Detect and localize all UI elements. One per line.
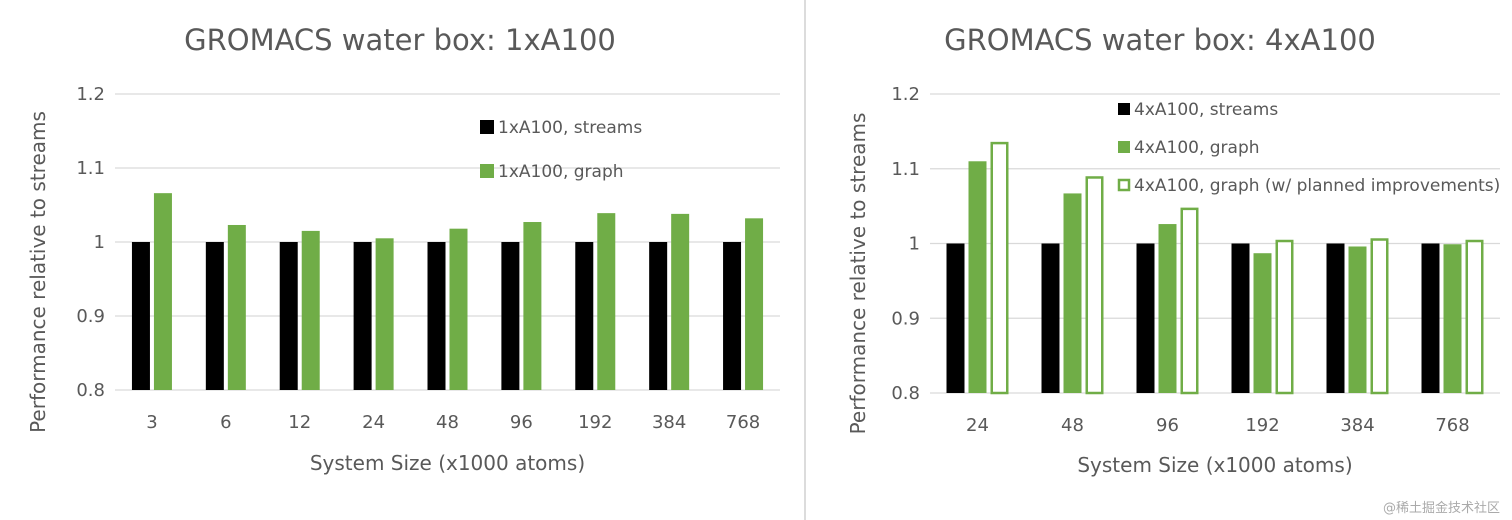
y-tick-label: 1.1 <box>891 159 920 180</box>
legend-label: 1xA100, streams <box>498 118 642 138</box>
x-tick-label: 384 <box>1340 415 1374 436</box>
x-axis-label: System Size (x1000 atoms) <box>1077 453 1352 477</box>
x-axis-label: System Size (x1000 atoms) <box>310 451 585 475</box>
x-tick-label: 48 <box>436 412 459 433</box>
y-axis-label: Performance relative to streams <box>26 111 50 433</box>
bar-1xa100-graph <box>523 222 542 390</box>
x-tick-label: 768 <box>726 412 760 433</box>
y-tick-label: 1 <box>909 234 920 255</box>
y-tick-label: 1.2 <box>76 84 105 105</box>
x-tick-label: 384 <box>652 412 686 433</box>
bar-1xa100-streams <box>649 242 668 390</box>
legend-swatch <box>1118 141 1130 153</box>
chart-title: GROMACS water box: 1xA100 <box>184 23 616 57</box>
legend-label: 4xA100, streams <box>1134 100 1278 120</box>
bar-1xa100-streams <box>353 242 372 390</box>
bar-1xa100-graph <box>227 224 246 390</box>
bar-1xa100-streams <box>205 242 224 390</box>
bar-1xa100-graph <box>745 218 764 390</box>
legend-swatch <box>1118 103 1130 115</box>
x-tick-label: 3 <box>146 412 157 433</box>
bar-4xa100-graph-w-planned-improvements- <box>1085 176 1104 395</box>
bar-1xa100-streams <box>279 242 298 390</box>
bar-1xa100-streams <box>501 242 520 390</box>
bar-4xa100-graph-w-planned-improvements- <box>1275 239 1294 395</box>
x-tick-label: 6 <box>220 412 231 433</box>
bar-1xa100-graph <box>449 228 468 390</box>
bar-4xa100-graph-w-planned-improvements- <box>1465 239 1484 395</box>
bar-4xa100-streams <box>1041 243 1060 393</box>
bar-1xa100-graph <box>597 213 616 390</box>
bar-1xa100-streams <box>575 242 594 390</box>
bar-4xa100-graph-w-planned-improvements- <box>990 141 1009 395</box>
y-tick-label: 1.2 <box>891 84 920 105</box>
x-tick-label: 12 <box>288 412 311 433</box>
legend-label: 4xA100, graph (w/ planned improvements) <box>1134 176 1500 196</box>
x-tick-label: 48 <box>1061 415 1084 436</box>
x-tick-label: 192 <box>1245 415 1279 436</box>
bar-4xa100-graph-w-planned-improvements- <box>1370 238 1389 395</box>
bar-4xa100-graph <box>1063 193 1082 393</box>
y-tick-label: 1 <box>94 232 105 253</box>
legend-swatch <box>1117 178 1131 192</box>
y-tick-label: 0.9 <box>891 308 920 329</box>
bar-1xa100-graph <box>375 238 394 390</box>
bar-4xa100-streams <box>946 243 965 393</box>
x-tick-label: 24 <box>362 412 385 433</box>
bar-1xa100-streams <box>723 242 742 390</box>
bar-4xa100-graph <box>1253 253 1272 393</box>
bar-1xa100-streams <box>131 242 150 390</box>
legend-label: 4xA100, graph <box>1134 138 1260 158</box>
bar-4xa100-graph <box>1348 246 1367 393</box>
bar-1xa100-graph <box>301 230 320 390</box>
legend-swatch <box>480 120 494 134</box>
bar-4xa100-streams <box>1136 243 1155 393</box>
legend-swatch <box>480 164 494 178</box>
legend-label: 1xA100, graph <box>498 162 624 182</box>
bar-1xa100-streams <box>427 242 446 390</box>
x-tick-label: 96 <box>510 412 533 433</box>
x-tick-label: 96 <box>1156 415 1179 436</box>
x-tick-label: 192 <box>578 412 612 433</box>
bar-4xa100-graph <box>1443 244 1462 393</box>
bar-4xa100-graph <box>1158 224 1177 393</box>
y-tick-label: 0.8 <box>76 380 105 401</box>
y-tick-label: 0.9 <box>76 306 105 327</box>
x-tick-label: 768 <box>1435 415 1469 436</box>
chart-title: GROMACS water box: 4xA100 <box>944 23 1376 57</box>
y-tick-label: 1.1 <box>76 158 105 179</box>
bar-1xa100-graph <box>153 193 172 390</box>
y-tick-label: 0.8 <box>891 383 920 404</box>
bar-4xa100-streams <box>1326 243 1345 393</box>
x-tick-label: 24 <box>966 415 989 436</box>
bar-4xa100-graph <box>968 161 987 393</box>
y-axis-label: Performance relative to streams <box>846 113 870 435</box>
bar-1xa100-graph <box>671 213 690 390</box>
bar-4xa100-graph-w-planned-improvements- <box>1180 207 1199 395</box>
bar-4xa100-streams <box>1421 243 1440 393</box>
bar-4xa100-streams <box>1231 243 1250 393</box>
watermark: @稀土掘金技术社区 <box>1383 500 1500 516</box>
